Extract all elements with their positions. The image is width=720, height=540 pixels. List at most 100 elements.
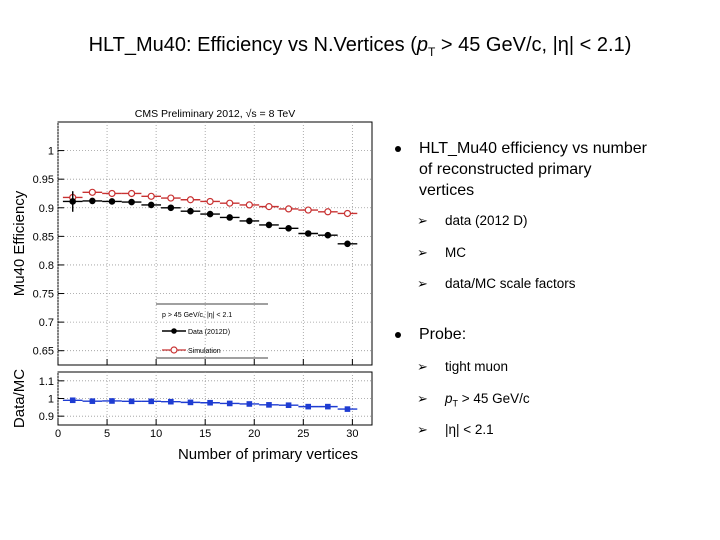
data-point <box>147 201 155 209</box>
scale-factor-point <box>69 397 76 404</box>
data-point <box>89 197 96 205</box>
simulation-point <box>127 189 136 198</box>
simulation-point <box>108 189 116 198</box>
scale-factor-point <box>187 399 194 406</box>
bullet-sub-mc: ➢ MC <box>417 244 466 262</box>
data-point <box>187 207 194 215</box>
top-ytick-label: 0.75 <box>33 289 54 301</box>
scale-factor-point <box>89 398 96 404</box>
scale-factor-point <box>305 403 312 410</box>
slide-title-post: > 45 GeV/c, |η| < 2.1) <box>435 34 632 56</box>
scale-factor-point <box>148 398 155 405</box>
data-point <box>108 198 116 205</box>
top-panel-frame <box>57 121 373 366</box>
bullet-sub-sf: ➢ data/MC scale factors <box>417 275 576 293</box>
top-ytick-label: 0.7 <box>39 317 54 329</box>
scale-factor-point <box>285 402 292 409</box>
bullet-sub-mc-text: MC <box>445 245 466 260</box>
bullet-sub-pt: ➢ pT > 45 GeV/c <box>417 390 530 413</box>
legend-header: p > 45 GeV/c, |η| < 2.1 <box>162 312 232 319</box>
xtick-label: 30 <box>346 428 358 440</box>
slide-title-sub: T <box>427 45 436 59</box>
arrow-icon: ➢ <box>417 276 428 291</box>
xtick-label: 15 <box>199 428 211 440</box>
data-point <box>344 240 351 248</box>
bullet-sub-pt-p: p <box>445 391 453 406</box>
arrow-icon: ➢ <box>417 245 428 260</box>
top-ytick-label: 0.85 <box>33 231 54 243</box>
data-point <box>324 231 332 239</box>
scale-factor-point <box>207 399 213 406</box>
bullet-sub-sf-text: data/MC scale factors <box>445 276 576 291</box>
arrow-icon: ➢ <box>417 359 428 374</box>
arrow-icon: ➢ <box>417 422 428 437</box>
legend-data-label: Data (2012D) <box>188 329 230 336</box>
legend-data-marker <box>171 328 177 334</box>
simulation-point <box>343 209 352 218</box>
arrow-icon: ➢ <box>417 213 428 228</box>
bullet-dot <box>395 332 401 338</box>
scale-factor-point <box>325 403 331 410</box>
top-ytick-label: 1 <box>48 146 54 158</box>
data-point <box>69 198 77 205</box>
bullet-dot <box>395 146 401 152</box>
xlabel: Number of primary vertices <box>178 446 358 463</box>
bottom-ytick-label: 1.1 <box>39 376 54 388</box>
bullet-sub-eta-text: |η| < 2.1 <box>445 422 494 437</box>
bullet-sub-tight: ➢ tight muon <box>417 358 508 376</box>
scale-factor-point <box>109 398 115 404</box>
data-point <box>167 204 175 212</box>
scale-factor-point <box>128 398 135 405</box>
scale-factor-point <box>168 398 174 405</box>
xtick-label: 10 <box>150 428 162 440</box>
data-point <box>206 210 214 218</box>
bullet-sub-data: ➢ data (2012 D) <box>417 212 528 230</box>
simulation-point <box>304 206 312 214</box>
top-ytick-label: 0.65 <box>33 346 54 358</box>
scale-factor-point <box>266 402 272 408</box>
simulation-point <box>186 196 195 204</box>
data-point <box>246 217 253 225</box>
data-point <box>304 230 312 237</box>
simulation-point <box>206 197 214 206</box>
data-point <box>285 225 292 232</box>
bottom-ytick-label: 1 <box>48 394 54 406</box>
bullet-sub-tight-text: tight muon <box>445 359 509 374</box>
bottom-ylabel: Data/MC <box>11 369 28 428</box>
simulation-point <box>147 192 155 200</box>
simulation-point <box>167 194 175 202</box>
chart-header: CMS Preliminary 2012, √s = 8 TeV <box>135 108 296 120</box>
simulation-point <box>324 208 332 216</box>
data-point <box>128 198 135 206</box>
bullet-sub-pt-sub: T <box>452 398 459 409</box>
efficiency-plot: CMS Preliminary 2012, √s = 8 TeV 0.65 0.7 0… <box>11 108 373 463</box>
bullet-sub-pt-rest: > 45 GeV/c <box>458 391 530 406</box>
simulation-point <box>284 205 293 213</box>
top-ytick-label: 0.8 <box>39 260 54 272</box>
bottom-ytick-label: 0.9 <box>39 411 54 423</box>
bullet-sub-data-text: data (2012 D) <box>445 213 528 228</box>
bullet-main-1-text: HLT_Mu40 efficiency vs number of reconst… <box>419 140 647 199</box>
xtick-label: 5 <box>104 428 110 440</box>
data-point <box>265 221 273 229</box>
data-point <box>226 214 234 221</box>
xtick-label: 25 <box>297 428 309 440</box>
slide-title-p: p <box>416 34 428 56</box>
legend-sim-label: Simulation <box>188 348 221 355</box>
scale-factor-point <box>246 401 253 407</box>
top-ytick-label: 0.95 <box>33 174 54 186</box>
xtick-label: 20 <box>248 428 260 440</box>
scale-factor-point <box>226 400 233 407</box>
bullet-sub-eta: ➢ |η| < 2.1 <box>417 421 494 439</box>
simulation-point <box>265 203 273 211</box>
scale-factor-point <box>344 406 351 412</box>
top-ylabel: Mu40 Efficiency <box>11 190 28 296</box>
simulation-point <box>226 199 234 207</box>
xtick-label: 0 <box>55 428 61 440</box>
top-ytick-label: 0.9 <box>39 203 54 215</box>
slide-title: HLT_Mu40: Efficiency vs N.Vertices (pT >… <box>0 34 720 59</box>
slide-title-pre: HLT_Mu40: Efficiency vs N.Vertices ( <box>88 34 417 56</box>
legend-sim-marker <box>170 346 178 354</box>
arrow-icon: ➢ <box>417 391 428 406</box>
simulation-point <box>245 201 253 209</box>
